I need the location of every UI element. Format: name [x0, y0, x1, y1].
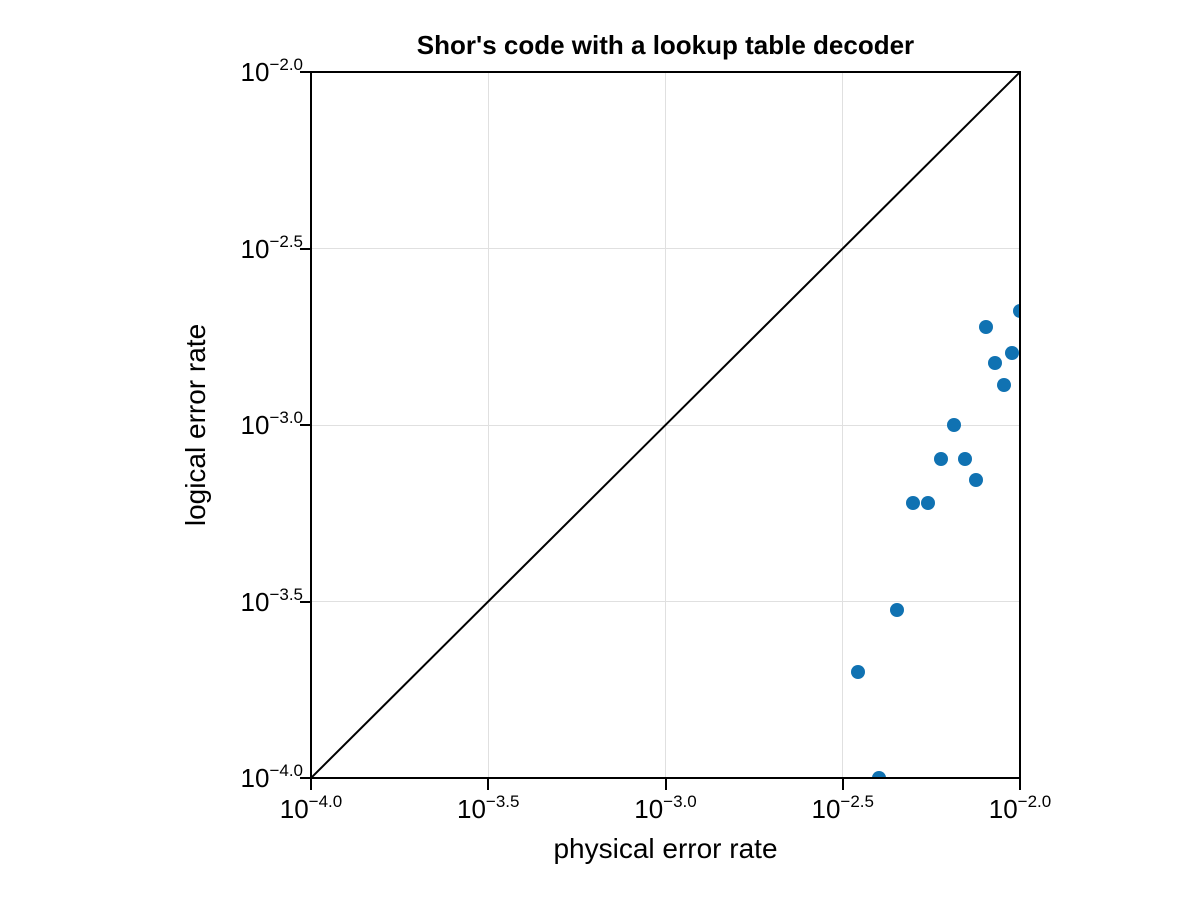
- gridline-horizontal: [311, 601, 1020, 602]
- x-tick-label: 10−4.0: [279, 792, 343, 824]
- y-tick: [300, 424, 311, 426]
- data-point: [978, 319, 993, 334]
- y-tick: [300, 600, 311, 603]
- plot-area: [310, 71, 1021, 779]
- chart-title: Shor's code with a lookup table decoder: [416, 30, 915, 60]
- y-tick-label: 10−4.0: [240, 761, 303, 793]
- data-point: [934, 452, 949, 467]
- x-tick-exponent: −2.0: [1017, 792, 1052, 811]
- data-point: [996, 377, 1011, 392]
- y-tick-exponent: −4.0: [269, 761, 303, 780]
- y-tick: [300, 777, 311, 779]
- data-point: [1005, 345, 1020, 360]
- x-tick: [841, 779, 844, 790]
- data-point: [920, 496, 935, 511]
- data-point: [851, 664, 866, 679]
- data-point: [1013, 304, 1020, 319]
- gridline-horizontal: [311, 248, 1020, 249]
- reference-line: [311, 72, 1020, 778]
- y-tick-label: 10−3.5: [240, 584, 303, 617]
- y-tick-exponent: −3.5: [269, 584, 303, 604]
- y-tick-label: 10−2.5: [240, 231, 303, 264]
- y-tick-exponent: −3.0: [269, 408, 303, 427]
- x-tick: [1019, 779, 1021, 790]
- data-point: [968, 472, 983, 487]
- y-tick-label: 10−2.0: [240, 55, 303, 87]
- x-tick-exponent: −4.0: [308, 792, 343, 811]
- y-tick: [300, 71, 311, 73]
- y-tick-exponent: −2.0: [269, 55, 303, 74]
- y-tick: [300, 247, 311, 250]
- data-point: [906, 496, 921, 511]
- x-tick: [310, 779, 312, 790]
- x-tick-label: 10−3.0: [634, 792, 697, 824]
- x-tick: [664, 779, 667, 790]
- data-point: [946, 418, 961, 432]
- x-tick-exponent: −2.5: [840, 792, 874, 811]
- data-point: [958, 452, 973, 467]
- x-axis-label: physical error rate: [553, 833, 778, 864]
- x-tick-label: 10−2.5: [811, 792, 874, 824]
- x-tick-exponent: −3.5: [485, 792, 520, 811]
- data-point: [987, 355, 1002, 370]
- x-tick-exponent: −3.0: [663, 792, 697, 811]
- plot-clip: [311, 72, 1020, 778]
- y-tick-exponent: −2.5: [269, 231, 303, 251]
- x-tick: [487, 779, 490, 790]
- data-point: [890, 602, 905, 617]
- y-tick-label: 10−3.0: [240, 408, 303, 440]
- data-point: [871, 771, 886, 778]
- x-tick-label: 10−3.5: [457, 792, 520, 824]
- x-tick-label: 10−2.0: [988, 792, 1052, 824]
